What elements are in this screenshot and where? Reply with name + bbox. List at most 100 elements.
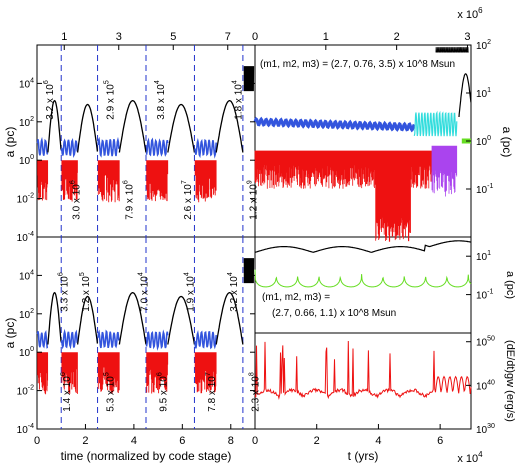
pericenter-bottom-left-0 <box>37 352 49 395</box>
top-tick-label-right-1: 1 <box>323 31 329 43</box>
ylabel-bottom-left: a (pc) <box>3 318 17 349</box>
outer-arc-bottom-left-2 <box>118 292 147 345</box>
outer-arc-top-left-1 <box>76 103 99 153</box>
final-oscillation-top-left <box>243 66 255 92</box>
ytick-label-middle-right-1: 101 <box>476 250 491 263</box>
annotation-lower-top-left-3: 1.2 x 109 <box>246 180 259 220</box>
ytick-label-bottom-left-0: 10-4 <box>17 423 34 436</box>
outer-arc-bottom-left-3 <box>167 295 196 345</box>
top-tick-label-right-0: 0 <box>252 31 258 43</box>
annotation-upper-top-left-0: 3.2 x 106 <box>43 80 56 120</box>
xlabel-left: time (normalized by code stage) <box>61 449 232 463</box>
cyan-series-top-right <box>413 110 458 137</box>
xtick-label-right-1: 2 <box>314 435 320 447</box>
ytick-label-top-left-3: 102 <box>19 116 34 129</box>
inner-binary-top-left-1 <box>60 137 78 158</box>
annotation-upper-bottom-left-0: 3.3 x 106 <box>57 272 70 312</box>
annotation-upper-bottom-left-1: 1.2 x 105 <box>79 272 92 312</box>
outer-arc-bottom-left-0 <box>47 291 62 345</box>
top-tick-label-right-2: 2 <box>394 31 400 43</box>
annotation-upper-bottom-left-4: 3.2 x 104 <box>227 272 240 312</box>
ytick-label-bottom-left-3: 102 <box>19 308 34 321</box>
outer-arc-bottom-left-1 <box>76 295 99 345</box>
purple-series-top-right <box>431 145 458 197</box>
inner-binary-top-right <box>253 116 416 133</box>
pericenter-bottom-left-1 <box>61 352 78 394</box>
annotation-lower-bottom-left-0: 1.4 x 106 <box>60 372 73 412</box>
outer-arc-top-left-2 <box>118 100 147 153</box>
inner-binary-bottom-left-0 <box>36 329 49 349</box>
ytick-label-bottom-right-0: 1030 <box>476 423 495 436</box>
annotation-lower-bottom-left-3: 7.8 x 107 <box>205 372 218 412</box>
legend-middle-right-line2: (2.7, 0.66, 1.1) x 10^8 Msun <box>272 308 396 319</box>
xtick-label-left-2: 4 <box>131 435 137 447</box>
legend-middle-right-line1: (m1, m2, m3) = <box>262 292 330 303</box>
annotation-lower-top-left-2: 2.6 x 107 <box>181 180 194 220</box>
xtick-label-right-2: 4 <box>375 435 381 447</box>
pericenter-top-left-2 <box>97 160 120 203</box>
ytick-label-top-right-0: 10-1 <box>476 183 493 196</box>
annotation-upper-top-left-3: 1.8 x 104 <box>232 80 245 120</box>
annotation-upper-top-left-2: 3.8 x 104 <box>154 80 167 120</box>
gw-luminosity <box>254 340 472 400</box>
panel-top-right-frame <box>254 44 472 238</box>
ytick-label-top-right-1: 100 <box>476 135 491 148</box>
ytick-label-bottom-left-1: 10-2 <box>17 385 34 398</box>
xtick-label-right-3: 6 <box>437 435 443 447</box>
top-multiplier: x 106 <box>457 6 483 21</box>
ytick-label-top-left-4: 104 <box>19 77 34 90</box>
xtick-label-left-4: 8 <box>228 435 234 447</box>
pericenter-bottom-left-4 <box>194 352 217 394</box>
tick-layer <box>36 44 471 430</box>
annotation-upper-top-left-1: 2.9 x 105 <box>103 80 116 120</box>
annotation-lower-bottom-left-2: 9.5 x 106 <box>157 372 170 412</box>
annotation-lower-top-left-1: 7.9 x 106 <box>123 180 136 220</box>
outer-arc-top-left-0 <box>47 99 62 153</box>
pericenter-top-left-4 <box>194 160 217 203</box>
pericenter-bottom-left-2 <box>97 352 120 394</box>
inner-binary-bottom-left-1 <box>60 328 78 350</box>
final-oscillation-bottom-left <box>243 258 255 284</box>
pericenter-top-left-0 <box>37 160 49 201</box>
annotation-lower-bottom-left-4: 2.3 x 108 <box>249 372 262 412</box>
outer-binary-top-right <box>458 73 472 118</box>
ytick-label-top-right-3: 102 <box>476 39 491 52</box>
ytick-label-bottom-right-2: 1050 <box>476 336 495 349</box>
pericenter-top-right <box>254 150 433 242</box>
ytick-label-bottom-left-2: 100 <box>19 346 34 359</box>
ylabel-bottom-right: (dE/dt)gw (erg/s) <box>504 340 516 422</box>
inner-binary-middle-right <box>254 269 472 288</box>
xlabel-right: t (yrs) <box>348 449 379 463</box>
xtick-label-right-0: 0 <box>252 435 258 447</box>
annotation-upper-bottom-left-3: 1.9 x 104 <box>183 272 196 312</box>
pericenter-bottom-left-3 <box>146 352 169 394</box>
inner-binary-top-left-3 <box>145 137 169 157</box>
outer-arc-top-left-3 <box>167 103 196 153</box>
inner-binary-top-left-2 <box>97 136 120 158</box>
panel-bottom-right-frame <box>254 332 472 430</box>
top-tick-label-left-3: 7 <box>225 31 231 43</box>
outer-arc-bottom-left-4 <box>215 292 244 345</box>
black-oscillation-top-right <box>435 47 469 53</box>
inner-binary-bottom-left-3 <box>145 329 169 351</box>
top-tick-label-left-2: 5 <box>170 31 176 43</box>
ylabel-middle-right: a (pc) <box>504 271 516 299</box>
annotation-upper-bottom-left-2: 7.0 x 104 <box>137 272 150 312</box>
outer-arc-top-left-4 <box>215 100 244 153</box>
ytick-label-bottom-right-1: 1040 <box>476 379 495 392</box>
inner-binary-top-left-0 <box>36 136 49 156</box>
xtick-label-left-0: 0 <box>34 435 40 447</box>
ytick-label-middle-right-0: 10-1 <box>476 289 493 302</box>
ytick-label-bottom-left-4: 104 <box>19 269 34 282</box>
xtick-label-left-3: 6 <box>179 435 185 447</box>
top-tick-label-right-3: 3 <box>464 31 470 43</box>
inner-binary-bottom-left-4 <box>194 329 217 350</box>
inner-binary-bottom-left-2 <box>97 329 120 349</box>
top-tick-label-left-0: 1 <box>61 31 67 43</box>
ytick-label-top-left-1: 10-2 <box>17 193 34 206</box>
ylabel-top-left: a (pc) <box>3 127 17 158</box>
pericenter-top-left-1 <box>61 160 78 202</box>
pericenter-top-left-3 <box>146 160 169 202</box>
annotation-lower-top-left-0: 3.0 x 106 <box>69 180 82 220</box>
